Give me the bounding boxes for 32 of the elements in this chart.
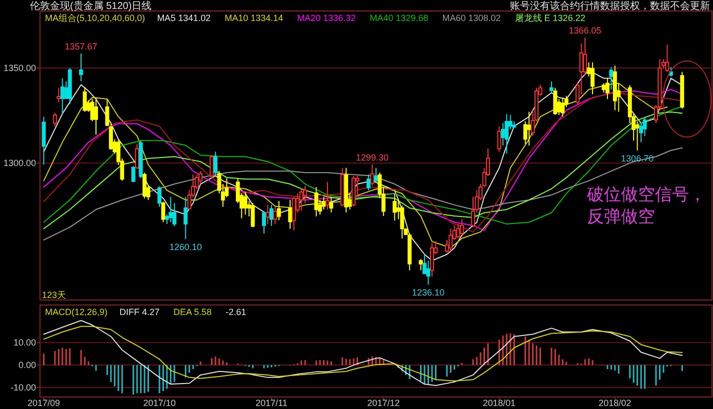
y-tick-label: 0.00 [18, 360, 36, 370]
text: MA5 1341.02 [157, 13, 211, 23]
x-tick-label: 2017/09 [27, 398, 60, 408]
text: DEA 5.58 [174, 307, 212, 317]
text: MA10 1334.14 [224, 13, 284, 23]
annotation: 1357.67 [64, 41, 98, 52]
annotation: 账号没有该合约行情数据授权，数据不会更新 [510, 0, 710, 12]
text: DIFF 4.27 [120, 307, 160, 317]
annotation: -2.61 [226, 307, 246, 317]
annotation: 1366.05 [568, 26, 602, 36]
x-tick-label: 2017/12 [367, 398, 400, 408]
annotation: 1260.10 [169, 242, 202, 252]
text: 屠龙线 E 1326.22 [514, 13, 586, 23]
x-tick-label: 2017/11 [256, 398, 288, 408]
annotation: 1299.30 [356, 152, 389, 162]
annotation: 123天 [42, 290, 66, 300]
annotation: 1306.70 [621, 153, 654, 164]
legend-title: MA组合(5,10,20,40,60,0) [45, 13, 146, 23]
x-tick-label: 2017/10 [143, 398, 176, 408]
y-tick-label: 1300.00 [3, 158, 36, 168]
chart-title: 伦敦金现(贵金属 5120)日线 [30, 0, 152, 12]
y-tick-label: 1350.00 [3, 63, 36, 74]
text: MA20 1336.32 [297, 13, 356, 23]
text: MA60 1308.02 [442, 13, 501, 23]
y-tick-label: -10.00 [10, 382, 36, 393]
annotation: 破位做空信号，反弹做空 [586, 185, 706, 226]
annotation: 1236.10 [412, 288, 445, 298]
x-tick-label: 2018/01 [482, 398, 516, 408]
text: MA40 1329.68 [370, 13, 428, 23]
legend-title: MACD(12,26,9) [45, 307, 108, 317]
y-tick-label: 10.00 [13, 338, 36, 348]
x-tick-label: 2018/02 [598, 398, 632, 408]
